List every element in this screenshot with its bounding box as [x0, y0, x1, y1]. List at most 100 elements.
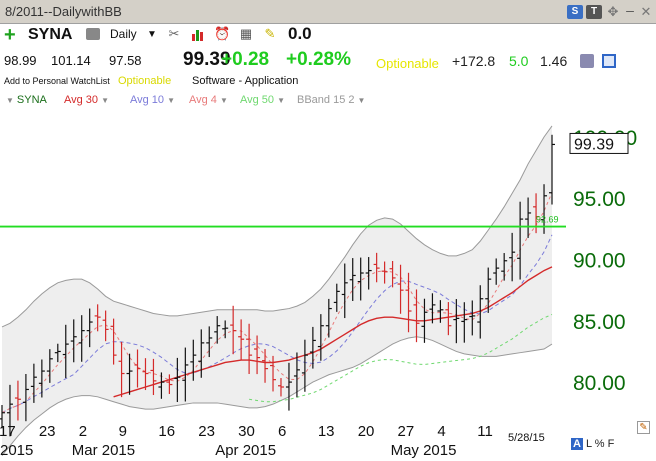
price-bar — [405, 272, 412, 333]
legend-item-bband[interactable]: BBand 15 2 ▼ — [297, 94, 366, 106]
price-bar — [166, 374, 173, 394]
price-bar — [198, 329, 205, 378]
legend-item-avg30[interactable]: Avg 30 ▼ — [64, 94, 109, 106]
note-icon[interactable]: ✎ — [264, 26, 276, 41]
legend-item-syna[interactable]: ▼ SYNA — [6, 94, 47, 106]
stat-value-2: 5.0 — [509, 53, 529, 69]
x-tick-label: 17 — [0, 423, 16, 440]
avg10-line — [1, 234, 553, 414]
add-icon[interactable]: + — [4, 24, 16, 46]
price-bar — [270, 355, 277, 392]
bollinger-lower-line — [1, 336, 553, 456]
price-bar — [485, 267, 492, 313]
quote-panel: + SYNA Daily ▼ ✂ ⏰ ▦ ✎ 0.0 98.99 101.14 … — [0, 24, 656, 90]
legend-item-avg50[interactable]: Avg 50 ▼ — [240, 94, 285, 106]
change-value: +0.28 — [221, 49, 270, 70]
pen-icon[interactable]: ✎ — [637, 421, 650, 434]
price-bar — [150, 358, 157, 396]
x-tick-label: 2 — [79, 423, 87, 440]
price-bar — [469, 300, 476, 336]
open-value: 98.99 — [4, 53, 37, 68]
database-icon[interactable] — [580, 54, 594, 68]
legend-label-avg4: Avg 4 — [189, 94, 217, 106]
price-bar — [277, 378, 284, 397]
legend-item-avg10[interactable]: Avg 10 ▼ — [130, 94, 175, 106]
x-tick-label: 20 — [358, 423, 375, 440]
price-bar — [421, 298, 428, 343]
low-value: 97.58 — [109, 53, 142, 68]
x-month-label: Mar 2015 — [72, 442, 135, 459]
bar-chart-icon[interactable] — [190, 26, 206, 42]
printer-icon[interactable] — [86, 28, 100, 40]
price-bar — [190, 339, 197, 381]
bollinger-upper-line — [1, 125, 553, 328]
price-bar — [254, 335, 261, 375]
price-bar — [206, 326, 213, 358]
price-bar — [94, 304, 101, 332]
x-month-label: May 2015 — [391, 442, 457, 459]
price-bar — [477, 285, 484, 339]
minimize-button[interactable]: – — [626, 2, 634, 18]
price-bar — [501, 253, 508, 281]
last-price-box — [569, 132, 629, 154]
alarm-clock-icon[interactable]: ⏰ — [214, 26, 231, 41]
x-tick-label: 6 — [278, 423, 286, 440]
x-tick-label: 27 — [398, 423, 415, 440]
industry-label: Software - Application — [192, 75, 299, 87]
x-tick-label: 13 — [318, 423, 335, 440]
close-button[interactable]: ✕ — [640, 4, 652, 19]
price-bar — [262, 349, 269, 383]
price-bar — [158, 372, 165, 399]
t-button[interactable]: T — [586, 5, 602, 19]
price-bar — [317, 314, 324, 361]
x-tick-label: 23 — [198, 423, 215, 440]
price-bar — [285, 362, 292, 411]
price-bar — [381, 261, 388, 284]
optionable-label: Optionable — [376, 56, 439, 71]
add-to-watchlist-link[interactable]: Add to Personal WatchList — [4, 76, 110, 86]
price-bar — [0, 405, 5, 429]
price-bar — [118, 341, 125, 398]
price-bar — [230, 305, 237, 355]
price-bar — [78, 315, 85, 362]
legend-label-bband: BBand 15 2 — [297, 94, 355, 106]
window-title: 8/2011--DailywithBB — [5, 4, 122, 19]
legend-item-avg4[interactable]: Avg 4 ▼ — [189, 94, 228, 106]
price-bar — [134, 349, 141, 388]
optionable-small-label: Optionable — [118, 75, 172, 87]
price-bar — [541, 184, 548, 234]
move-icon[interactable]: ✥ — [607, 4, 619, 19]
stat-value-3: 1.46 — [540, 53, 568, 69]
price-bar — [110, 318, 117, 365]
grid-icon[interactable]: ▦ — [239, 26, 253, 41]
save-icon[interactable] — [602, 54, 616, 68]
chevron-down-icon[interactable]: ▼ — [147, 29, 157, 40]
y-tick-label: 95.00 — [573, 188, 626, 211]
price-bar — [214, 316, 221, 344]
s-button[interactable]: S — [567, 5, 583, 19]
price-bar — [102, 310, 109, 342]
price-bar — [46, 349, 53, 383]
legend-label-avg10: Avg 10 — [130, 94, 165, 106]
a-toggle[interactable]: A — [571, 438, 583, 450]
last-price-box-label: 99.39 — [574, 136, 614, 153]
price-bar — [437, 300, 444, 323]
price-bar — [14, 380, 21, 421]
symbol-label[interactable]: SYNA — [28, 26, 73, 43]
alf-toggles[interactable]: A L % F — [571, 438, 614, 450]
price-bar — [357, 257, 364, 301]
price-bar — [525, 197, 532, 238]
price-bar — [509, 232, 516, 282]
price-bar — [517, 201, 524, 280]
y-tick-label: 85.00 — [573, 311, 626, 334]
x-tick-label: 16 — [158, 423, 175, 440]
avg4-line — [1, 192, 553, 414]
tools-icon[interactable]: ✂ — [168, 26, 180, 41]
avg50-line — [249, 313, 553, 403]
period-select[interactable]: Daily — [110, 27, 137, 41]
change-percent: +0.28% — [286, 49, 351, 70]
x-tick-label: 9 — [119, 423, 127, 440]
zero-value: 0.0 — [288, 24, 312, 43]
